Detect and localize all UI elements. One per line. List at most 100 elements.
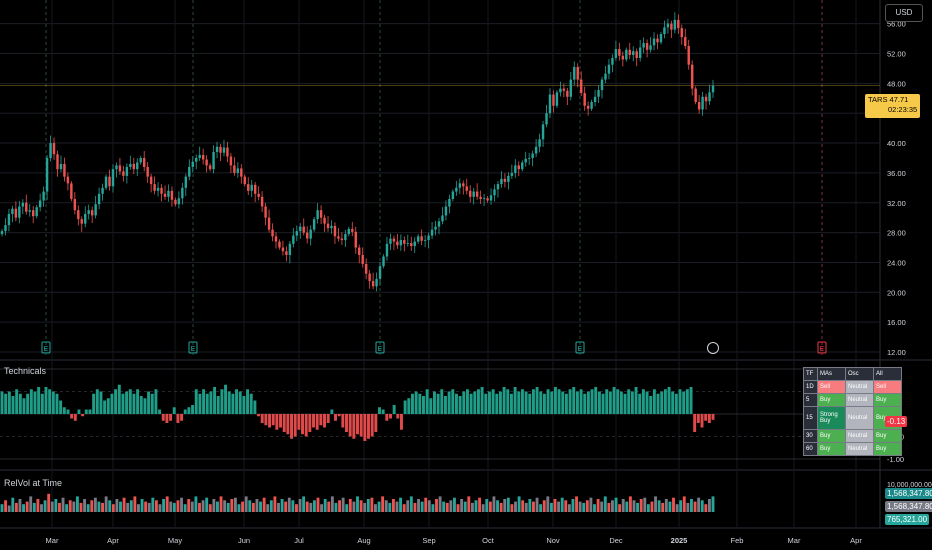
technicals-pane-title[interactable]: Technicals: [4, 366, 47, 376]
currency-button[interactable]: USD: [885, 4, 923, 22]
relvol-bar: [463, 501, 467, 512]
relvol-bar: [140, 499, 144, 512]
dividend-marker-icon: [707, 342, 719, 354]
candle-body: [416, 236, 420, 242]
candle-body: [465, 186, 468, 191]
candle-body: [163, 193, 167, 197]
candle-body: [621, 55, 625, 60]
table-cell-mas: Buy: [817, 429, 846, 443]
technicals-bar: [506, 389, 510, 414]
relvol-bar: [251, 502, 255, 512]
relvol-bar: [216, 501, 219, 512]
price-tick-label: 24.00: [887, 258, 906, 267]
technicals-bar: [707, 414, 711, 423]
technicals-bar: [535, 387, 539, 414]
technicals-bar: [191, 405, 195, 414]
technicals-bar: [81, 414, 85, 417]
technicals-bar: [605, 389, 609, 414]
technicals-bar: [297, 414, 301, 430]
technicals-bar: [685, 389, 689, 414]
relvol-bar: [341, 497, 345, 512]
candle-body: [319, 210, 323, 218]
candle-body: [517, 165, 520, 170]
technicals-bar: [509, 393, 513, 414]
relvol-bar: [269, 500, 273, 512]
candle-body: [645, 43, 649, 50]
candle-body: [344, 234, 347, 241]
technicals-bar: [290, 414, 293, 439]
technicals-bar: [216, 396, 220, 414]
relvol-bar: [280, 499, 284, 512]
candle-body: [104, 176, 108, 188]
candle-body: [430, 229, 434, 236]
technicals-bar: [7, 391, 11, 414]
relvol-bar: [14, 502, 18, 512]
relvol-bar: [162, 499, 166, 512]
technicals-bar: [517, 391, 521, 414]
candle-body: [167, 190, 170, 197]
relvol-bar: [29, 496, 33, 512]
technicals-bar: [363, 414, 367, 441]
technicals-bar: [491, 389, 495, 414]
relvol-pane-title[interactable]: RelVol at Time: [4, 478, 63, 488]
candle-body: [253, 184, 257, 194]
technicals-bar: [473, 391, 477, 414]
relvol-bar: [456, 504, 460, 512]
technicals-bar: [37, 387, 41, 414]
technicals-bar: [498, 391, 502, 414]
technicals-bar: [187, 407, 191, 414]
technicals-bar: [202, 389, 206, 414]
technicals-bar: [575, 391, 579, 414]
relvol-bar: [201, 500, 205, 512]
technicals-bar: [414, 391, 418, 414]
relvol-bar: [453, 497, 456, 512]
technicals-bar: [326, 414, 330, 423]
technicals-bar: [176, 414, 180, 423]
relvol-bar: [704, 504, 708, 512]
candle-body: [219, 146, 222, 153]
technicals-bar: [209, 391, 213, 414]
candle-body: [108, 176, 111, 187]
candle-body: [673, 19, 677, 30]
candle-body: [392, 238, 396, 242]
technicals-bar: [704, 414, 708, 421]
relvol-bar: [528, 499, 532, 512]
technicals-bar: [231, 393, 235, 414]
earnings-marker-label: E: [44, 346, 49, 353]
technicals-bar: [542, 393, 546, 414]
relvol-bar: [305, 501, 309, 512]
candle-body: [63, 163, 66, 177]
candle-body: [146, 166, 149, 177]
candle-body: [305, 232, 309, 239]
technicals-bar: [136, 389, 140, 414]
technicals-bar: [572, 387, 576, 414]
relvol-bar: [255, 499, 259, 512]
relvol-bar: [496, 500, 499, 512]
candle-body: [531, 153, 534, 158]
relvol-value-tag: 765,321.00: [885, 514, 930, 525]
relvol-bar: [97, 501, 101, 512]
technicals-bar: [44, 387, 48, 414]
candle-body: [579, 79, 583, 94]
technicals-histogram: [0, 384, 715, 441]
table-cell-all: Sell: [873, 380, 902, 394]
technicals-bar: [586, 391, 590, 414]
technicals-bar: [246, 389, 250, 414]
relvol-bar: [54, 499, 58, 512]
technicals-bar: [4, 393, 8, 414]
table-cell-osc: Neutral: [845, 406, 874, 430]
technicals-bar: [627, 389, 631, 414]
relvol-bar: [36, 499, 40, 512]
relvol-bar: [399, 497, 403, 512]
relvol-bar: [639, 499, 643, 512]
candle-body: [423, 240, 427, 241]
relvol-bar: [287, 497, 291, 512]
technicals-bar: [597, 391, 601, 414]
technicals-bar: [315, 414, 319, 430]
relvol-bar: [553, 499, 557, 512]
relvol-bar: [61, 497, 65, 512]
candle-body: [153, 184, 156, 191]
candle-body: [233, 165, 236, 173]
relvol-bar: [589, 497, 593, 512]
